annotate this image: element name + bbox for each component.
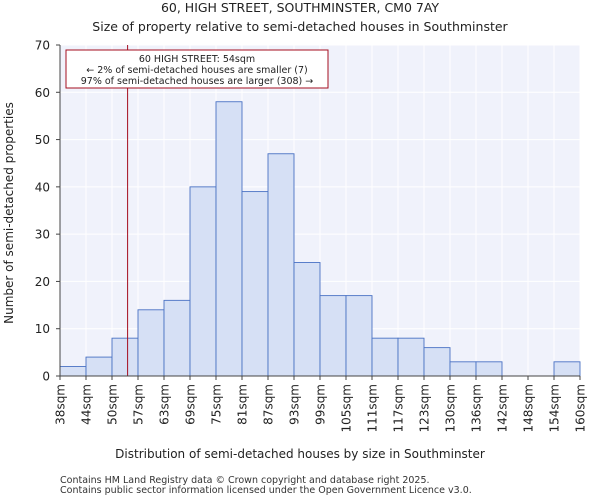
y-ticks: 0 10 20 30 40 50 60 70	[35, 39, 60, 384]
bar-81sqm	[241, 191, 269, 377]
footer-line-2: Contains public sector information licen…	[60, 485, 472, 496]
bar-130sqm	[449, 361, 477, 377]
x-tick-label-69sqm: 69sqm	[184, 384, 198, 425]
y-tick-label-20: 20	[35, 275, 50, 289]
x-ticks: 38sqm 44sqm 50sqm 57sqm 63sqm 69sqm 75sqm 81sqm…	[54, 376, 588, 432]
annotation-box: 60 HIGH STREET: 54sqm ← 2% of semi-detac…	[65, 49, 329, 89]
x-tick-label-75sqm: 75sqm	[210, 384, 224, 425]
bar-69sqm	[189, 186, 217, 377]
x-tick-label-117sqm: 117sqm	[392, 384, 406, 432]
y-tick-label-50: 50	[35, 133, 50, 147]
x-tick-label-87sqm: 87sqm	[262, 384, 276, 425]
x-tick-label-111sqm: 111sqm	[366, 384, 380, 432]
chart-title: 60, HIGH STREET, SOUTHMINSTER, CM0 7AY	[161, 0, 439, 15]
y-axis-label: Number of semi-detached properties	[2, 102, 16, 324]
bar-111sqm	[371, 337, 399, 377]
x-tick-label-105sqm: 105sqm	[340, 384, 354, 432]
y-tick-label-60: 60	[35, 86, 50, 100]
bar-57sqm	[137, 309, 165, 377]
x-tick-label-93sqm: 93sqm	[288, 384, 302, 425]
bar-123sqm	[423, 347, 451, 377]
x-tick-label-160sqm: 160sqm	[574, 384, 588, 432]
x-tick-label-148sqm: 148sqm	[522, 384, 536, 432]
y-tick-label-70: 70	[35, 39, 50, 53]
x-tick-label-81sqm: 81sqm	[236, 384, 250, 425]
annotation-line-2: ← 2% of semi-detached houses are smaller…	[86, 65, 307, 76]
bar-136sqm	[475, 361, 503, 377]
bar-105sqm	[345, 295, 373, 377]
x-tick-label-123sqm: 123sqm	[418, 384, 432, 432]
y-tick-label-30: 30	[35, 228, 50, 242]
x-tick-label-142sqm: 142sqm	[496, 384, 510, 432]
y-tick-label-40: 40	[35, 180, 50, 194]
x-tick-label-44sqm: 44sqm	[80, 384, 94, 425]
annotation-line-3: 97% of semi-detached houses are larger (…	[81, 76, 314, 87]
x-tick-label-50sqm: 50sqm	[106, 384, 120, 425]
x-tick-label-57sqm: 57sqm	[132, 384, 146, 425]
x-tick-label-136sqm: 136sqm	[470, 384, 484, 432]
footer-line-1: Contains HM Land Registry data © Crown c…	[60, 475, 430, 486]
x-axis-label: Distribution of semi-detached houses by …	[115, 447, 485, 461]
bar-154sqm	[553, 361, 581, 377]
x-tick-label-38sqm: 38sqm	[54, 384, 68, 425]
y-tick-label-0: 0	[42, 370, 50, 384]
bars	[59, 101, 581, 377]
chart-subtitle: Size of property relative to semi-detach…	[92, 19, 508, 34]
x-tick-label-130sqm: 130sqm	[444, 384, 458, 432]
bar-63sqm	[163, 299, 191, 377]
bar-99sqm	[319, 295, 347, 377]
bar-117sqm	[397, 337, 425, 377]
y-tick-label-10: 10	[35, 322, 50, 336]
annotation-line-1: 60 HIGH STREET: 54sqm	[139, 54, 255, 65]
bar-44sqm	[85, 356, 113, 377]
bar-50sqm	[111, 337, 139, 377]
bar-75sqm	[215, 101, 243, 377]
bar-38sqm	[59, 366, 87, 377]
bar-93sqm	[293, 262, 321, 377]
x-tick-label-63sqm: 63sqm	[158, 384, 172, 425]
x-tick-label-99sqm: 99sqm	[314, 384, 328, 425]
bar-87sqm	[267, 153, 295, 377]
x-tick-label-154sqm: 154sqm	[548, 384, 562, 432]
